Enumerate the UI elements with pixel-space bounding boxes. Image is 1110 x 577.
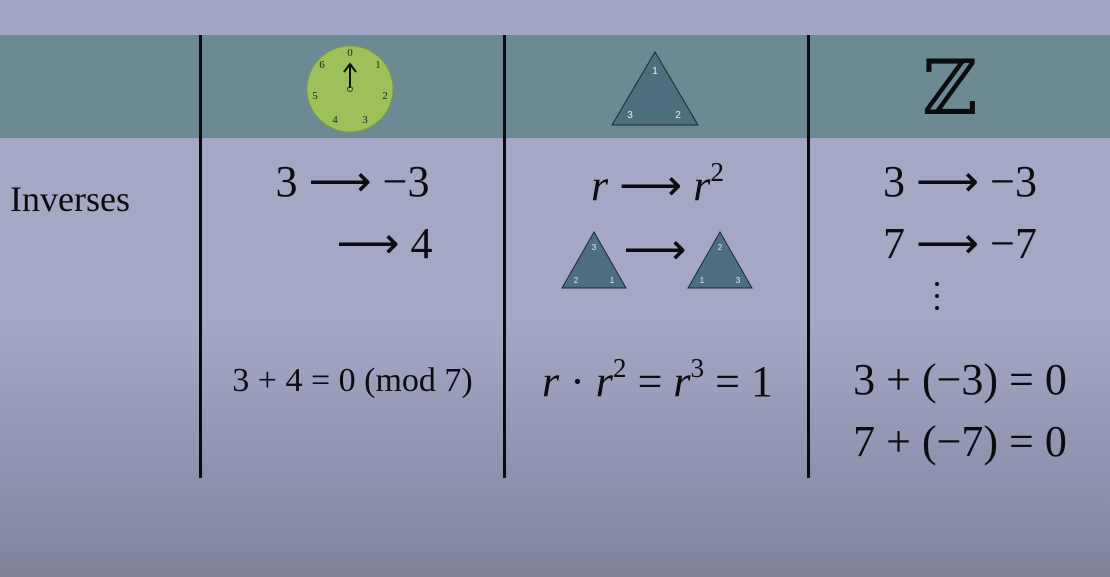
eq-r-cubed-exponent: 3 — [690, 352, 705, 383]
clock-number-4: 4 — [332, 114, 338, 126]
eq-r-cubed-base: r — [673, 357, 691, 406]
integers-inverse-line-1: 3 ⟶ −3 — [883, 157, 1037, 206]
clock-number-0: 0 — [347, 47, 353, 59]
clock-inverse-line-2: ⟶ 4 — [336, 219, 433, 268]
integers-inverse-equation-1: 3 + (−3) = 0 — [853, 355, 1067, 404]
mapping-arrow: ⟶ — [619, 161, 683, 210]
small-right-vertex-right: 3 — [736, 276, 741, 285]
integers-inverse-line-2: 7 ⟶ −7 — [883, 219, 1037, 268]
small-triangle-right-icon: 2 1 3 — [687, 230, 753, 289]
column-divider-2 — [503, 35, 506, 478]
clock-number-6: 6 — [319, 59, 325, 71]
clock-number-1: 1 — [375, 59, 381, 71]
rotation-r-squared-base: r — [693, 161, 711, 210]
vertical-ellipsis — [931, 282, 943, 318]
triangle-mapping-arrow: ⟶ — [623, 225, 687, 274]
clock-number-5: 5 — [312, 90, 318, 102]
clock-number-2: 2 — [382, 90, 388, 102]
column-divider-3 — [807, 35, 810, 478]
eq-equals-2: = — [715, 357, 740, 406]
small-right-vertex-left: 1 — [700, 276, 705, 285]
rotation-r: r — [591, 161, 609, 210]
clock-inverse-line-1: 3 ⟶ −3 — [275, 157, 430, 206]
small-left-vertex-left: 2 — [574, 276, 579, 285]
triangle-vertex-2: 2 — [675, 110, 681, 121]
eq-one: 1 — [750, 357, 773, 406]
header-band — [0, 35, 1110, 138]
small-right-vertex-top: 2 — [718, 243, 723, 252]
clock-inverse-equation: 3 + 4 = 0 (mod 7) — [232, 362, 473, 399]
triangle-icon: 1 2 3 — [611, 51, 699, 126]
integers-inverse-equation-2: 7 + (−7) = 0 — [853, 417, 1067, 466]
row-label: Inverses — [10, 179, 130, 219]
eq-equals-1: = — [637, 357, 663, 406]
triangle-vertex-3: 3 — [627, 110, 633, 121]
small-triangle-left-icon: 3 2 1 — [561, 230, 627, 289]
eq-r-squared-base: r — [595, 357, 613, 406]
eq-r-squared-exponent: 2 — [612, 352, 627, 383]
integers-symbol: ℤ — [922, 43, 978, 132]
clock-icon: 0 1 2 3 4 5 6 — [306, 45, 394, 133]
eq-r: r — [542, 357, 560, 406]
column-divider-1 — [199, 35, 202, 478]
triangle-vertex-1: 1 — [652, 66, 658, 77]
eq-dot: · — [570, 357, 585, 406]
triangle-inverse-line-1: r ⟶ r2 — [515, 158, 800, 210]
clock-number-3: 3 — [362, 114, 368, 126]
triangle-inverse-equation: r · r2 = r3 = 1 — [510, 354, 805, 406]
rotation-r-squared-exponent: 2 — [710, 156, 724, 187]
small-left-vertex-right: 1 — [610, 276, 615, 285]
clock-hand-arrowhead — [343, 62, 357, 73]
clock-center — [347, 86, 353, 92]
small-left-vertex-top: 3 — [592, 243, 597, 252]
